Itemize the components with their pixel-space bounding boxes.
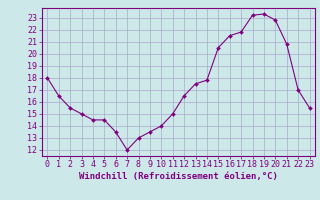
X-axis label: Windchill (Refroidissement éolien,°C): Windchill (Refroidissement éolien,°C) (79, 172, 278, 181)
